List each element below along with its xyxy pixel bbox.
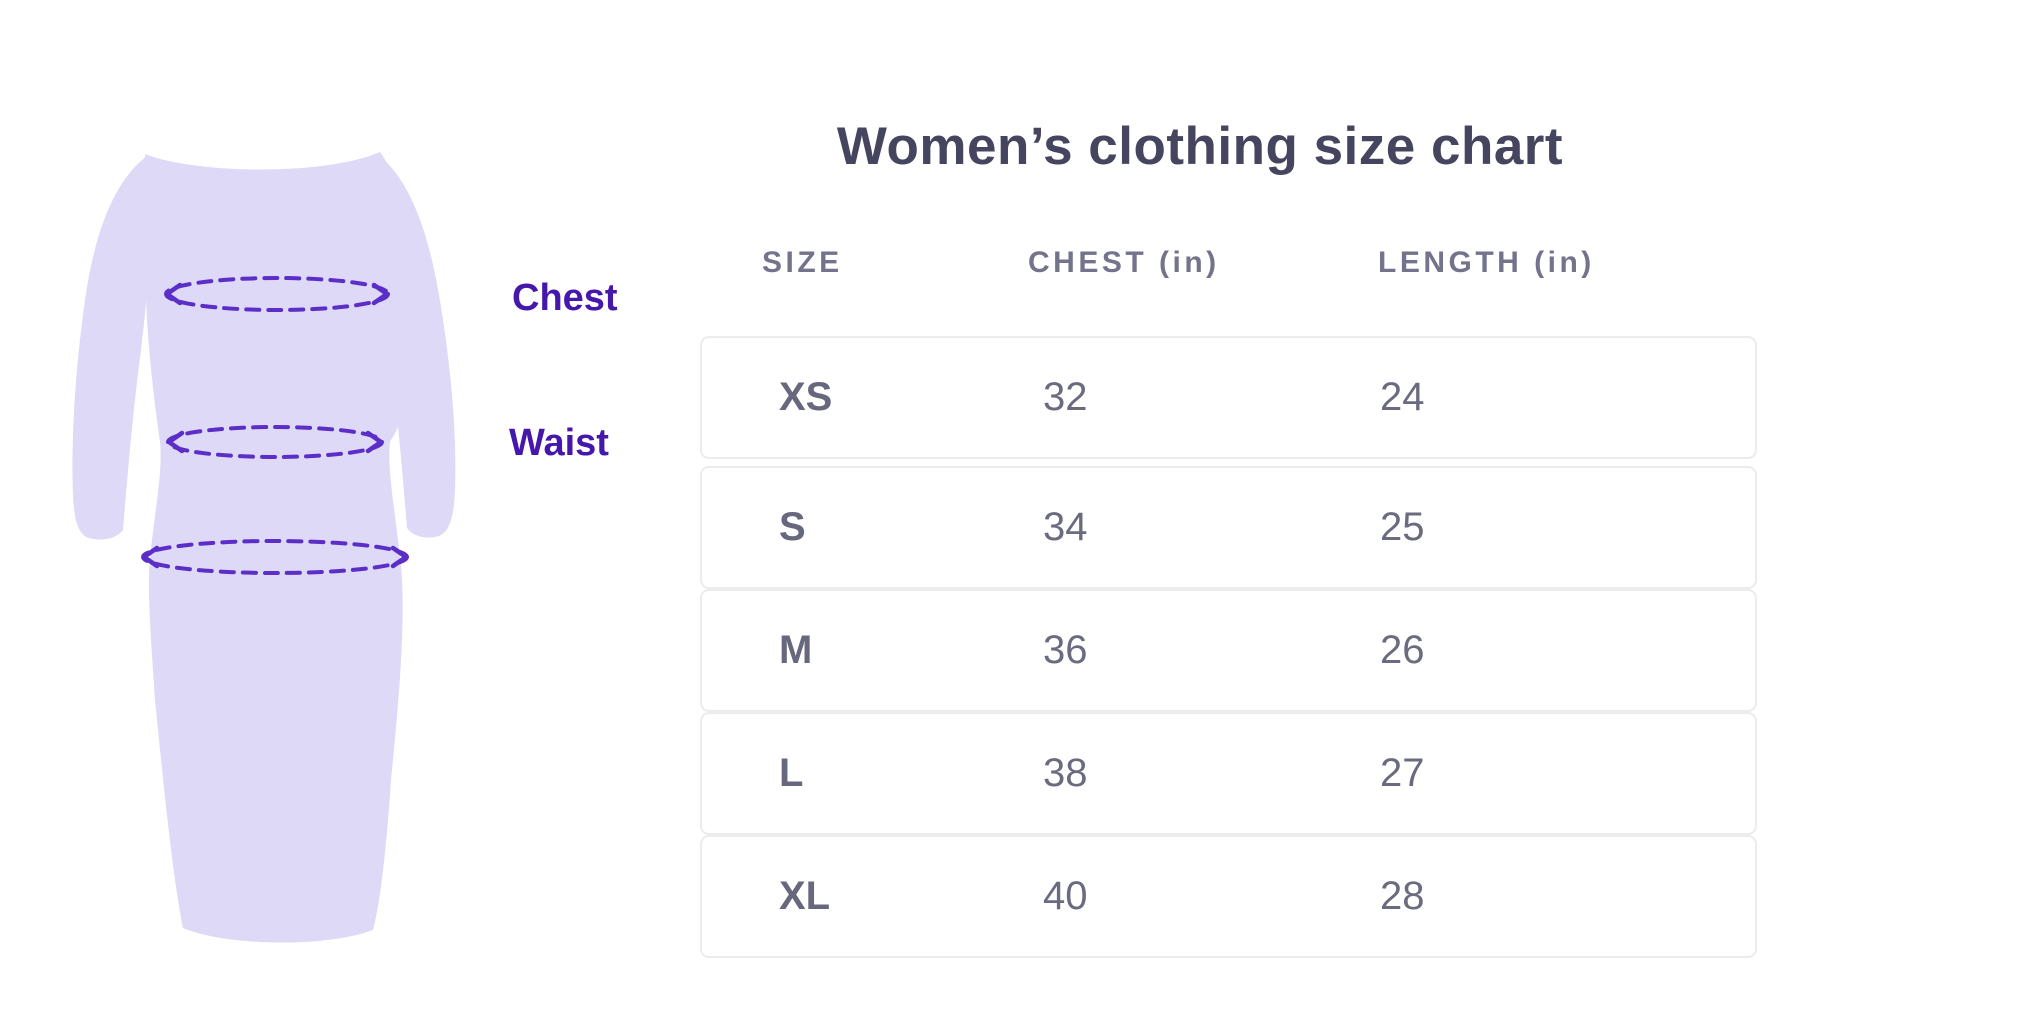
table-row-xl: XL 40 28 xyxy=(700,835,1757,958)
chest-label: Chest xyxy=(512,277,618,319)
length-cell: 25 xyxy=(1380,505,1425,549)
table-row-m: M 36 26 xyxy=(700,589,1757,712)
dress-illustration xyxy=(72,152,456,943)
chart-title: Women’s clothing size chart xyxy=(836,117,1564,176)
table-row-xs: XS 32 24 xyxy=(700,336,1757,459)
table-row-s: S 34 25 xyxy=(700,466,1757,589)
length-cell: 24 xyxy=(1380,375,1425,419)
column-header-length: LENGTH (in) xyxy=(1378,246,1595,279)
size-cell: XS xyxy=(779,375,833,419)
waist-label: Waist xyxy=(509,422,609,464)
waist-measure-line xyxy=(166,425,384,459)
dress-left-sleeve xyxy=(72,156,155,540)
chest-cell: 40 xyxy=(1043,874,1088,918)
dress-silhouette xyxy=(72,152,456,943)
column-header-size: SIZE xyxy=(762,246,843,279)
chest-measure-line xyxy=(164,276,390,312)
chest-cell: 32 xyxy=(1043,375,1088,419)
size-table-header: SIZE CHEST (in) LENGTH (in) xyxy=(700,246,1757,286)
length-cell: 26 xyxy=(1380,628,1425,672)
size-table: XS 32 24 S 34 25 M 36 26 L 38 27 XL 40 2… xyxy=(700,336,1757,958)
chest-cell: 34 xyxy=(1043,505,1088,549)
hip-measure-line xyxy=(141,539,409,575)
chest-cell: 36 xyxy=(1043,628,1088,672)
table-row-l: L 38 27 xyxy=(700,712,1757,835)
dress-body xyxy=(144,152,411,943)
size-cell: M xyxy=(779,628,813,672)
dress-right-sleeve xyxy=(374,154,456,538)
size-cell: L xyxy=(779,751,804,795)
column-header-chest: CHEST (in) xyxy=(1028,246,1220,279)
chest-cell: 38 xyxy=(1043,751,1088,795)
length-cell: 28 xyxy=(1380,874,1425,918)
size-cell: S xyxy=(779,505,806,549)
length-cell: 27 xyxy=(1380,751,1425,795)
size-cell: XL xyxy=(779,874,831,918)
